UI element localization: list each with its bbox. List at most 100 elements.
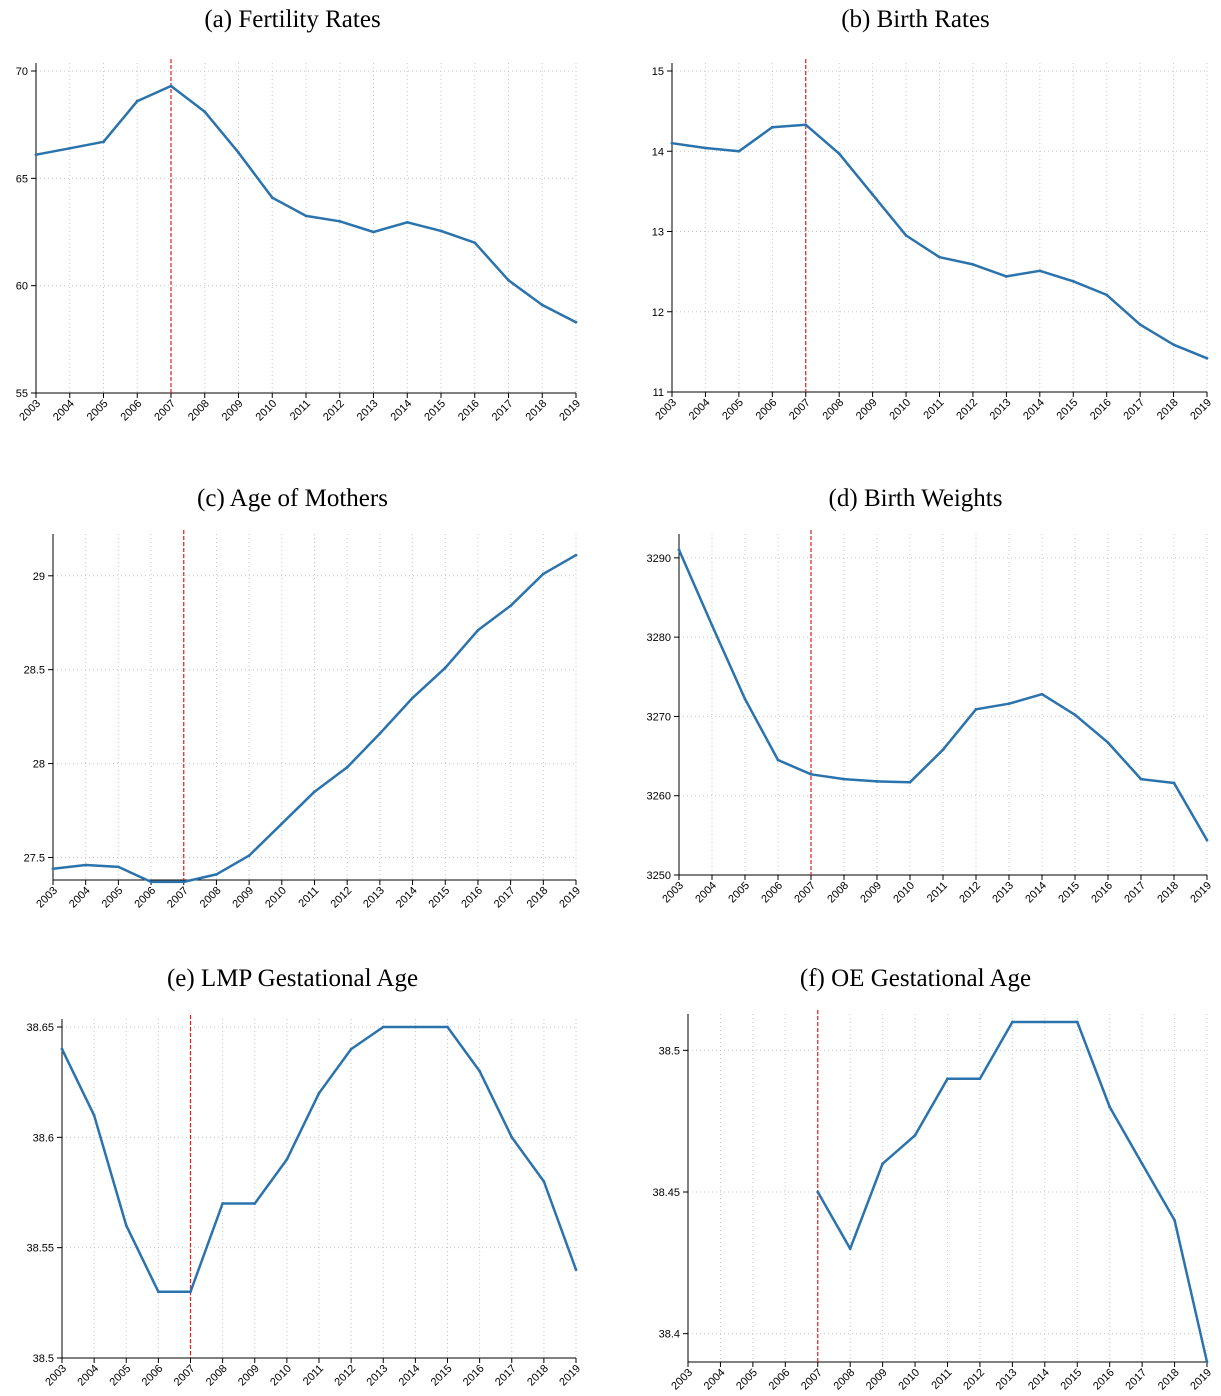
- data-point: [478, 1069, 482, 1073]
- data-point: [221, 1202, 225, 1205]
- x-tick-label: 2004: [75, 1363, 101, 1389]
- data-point: [378, 732, 382, 735]
- x-tick-label: 2004: [687, 397, 713, 423]
- data-point: [710, 623, 714, 627]
- x-tick-label: 2019: [1188, 1367, 1214, 1393]
- data-point: [770, 125, 774, 129]
- data-point: [443, 666, 447, 670]
- data-point: [804, 123, 808, 127]
- x-tick-label: 2007: [799, 1367, 825, 1393]
- x-tick-label: 2013: [361, 885, 387, 911]
- data-point: [1073, 713, 1077, 717]
- x-tick-label: 2009: [220, 398, 246, 424]
- data-point: [1004, 275, 1008, 278]
- x-tick-label: 2014: [389, 398, 415, 424]
- y-tick-label: 70: [16, 66, 28, 78]
- x-tick-label: 2017: [1122, 880, 1148, 906]
- x-tick-label: 2003: [669, 1367, 695, 1393]
- data-point: [677, 548, 681, 552]
- x-tick-label: 2018: [1156, 1367, 1182, 1393]
- data-point: [280, 822, 284, 826]
- data-point: [737, 149, 741, 153]
- x-tick-label: 2017: [1123, 1367, 1149, 1393]
- x-tick-label: 2006: [759, 880, 785, 906]
- x-tick-label: 2011: [929, 1367, 954, 1392]
- data-point: [971, 263, 975, 266]
- data-point: [816, 1190, 820, 1194]
- x-tick-label: 2014: [1021, 397, 1047, 423]
- x-tick-label: 2014: [1026, 1367, 1052, 1393]
- y-tick-label: 3250: [647, 870, 671, 882]
- x-tick-label: 2018: [525, 885, 551, 911]
- y-tick-label: 3290: [647, 553, 671, 565]
- data-point: [338, 219, 342, 223]
- data-point: [540, 303, 544, 307]
- x-tick-label: 2003: [43, 1363, 69, 1389]
- data-point: [574, 320, 578, 324]
- x-tick-label: 2009: [230, 885, 256, 911]
- chart-panel-a: (a) Fertility Rates 55 60 65 70 2003 2004 2005…: [0, 0, 585, 440]
- x-tick-label: 2016: [1091, 1367, 1117, 1393]
- data-point: [413, 1025, 417, 1029]
- data-point: [476, 628, 480, 632]
- data-point: [1105, 293, 1109, 297]
- x-tick-label: 2005: [108, 1363, 134, 1389]
- x-tick-label: 2019: [1188, 397, 1214, 423]
- y-tick-label: 38.45: [652, 1187, 680, 1199]
- y-tick-label: 15: [652, 66, 664, 78]
- data-point: [881, 1162, 885, 1166]
- data-point: [809, 772, 813, 776]
- data-point: [842, 777, 846, 781]
- x-tick-label: 2015: [1055, 397, 1081, 423]
- y-tick-label: 29: [33, 571, 45, 583]
- x-tick-label: 2011: [301, 1363, 326, 1388]
- chart-title: (a) Fertility Rates: [204, 6, 381, 33]
- data-point: [92, 1113, 96, 1117]
- data-point: [1173, 1218, 1176, 1222]
- data-point: [446, 1025, 449, 1029]
- data-point: [285, 1158, 289, 1161]
- x-tick-label: 2003: [17, 398, 43, 424]
- x-tick-label: 2008: [832, 1367, 858, 1393]
- data-point: [169, 84, 173, 88]
- chart-title: (f) OE Gestational Age: [799, 965, 1032, 992]
- y-tick-label: 11: [653, 387, 664, 399]
- x-tick-label: 2017: [493, 1363, 519, 1389]
- y-tick-label: 38.55: [26, 1243, 54, 1255]
- x-tick-label: 2004: [67, 885, 93, 911]
- data-point: [574, 553, 578, 557]
- line-chart: 55 60 65 70 2003 2004 2005 2006 2007 2008 2009 2010…: [16, 59, 583, 424]
- data-point: [304, 214, 308, 218]
- data-point: [1108, 1105, 1112, 1109]
- data-point: [411, 696, 414, 700]
- y-tick-label: 65: [16, 173, 28, 185]
- x-tick-label: 2005: [734, 1367, 760, 1393]
- x-tick-label: 2010: [254, 398, 280, 424]
- x-tick-label: 2009: [236, 1363, 262, 1389]
- chart-panel-e: (e) LMP Gestational Age 38.5 38.55 38.6 38.…: [0, 950, 585, 1396]
- y-tick-label: 13: [652, 227, 664, 239]
- data-point: [743, 697, 747, 701]
- x-tick-label: 2004: [693, 880, 719, 906]
- data-point: [1140, 1162, 1144, 1166]
- y-tick-label: 38.6: [33, 1132, 54, 1144]
- data-point: [1205, 356, 1209, 360]
- line-chart: 3250 3260 3270 3280 3290 2003 2004 2005 2006 2007…: [647, 530, 1214, 906]
- x-tick-label: 2009: [858, 880, 884, 906]
- data-point: [124, 1224, 128, 1227]
- data-point: [1010, 1020, 1014, 1024]
- data-point: [670, 141, 674, 145]
- x-tick-label: 2013: [365, 1363, 391, 1389]
- data-point: [1172, 343, 1175, 347]
- x-tick-label: 2011: [921, 397, 946, 422]
- x-tick-label: 2015: [427, 885, 453, 911]
- x-tick-label: 2016: [1088, 397, 1114, 423]
- x-tick-label: 2013: [988, 397, 1014, 423]
- data-point: [345, 765, 349, 769]
- x-tick-label: 2005: [720, 397, 746, 423]
- x-tick-label: 2010: [887, 397, 913, 423]
- data-point: [1040, 692, 1044, 696]
- data-point: [102, 140, 105, 144]
- data-point: [60, 1047, 64, 1051]
